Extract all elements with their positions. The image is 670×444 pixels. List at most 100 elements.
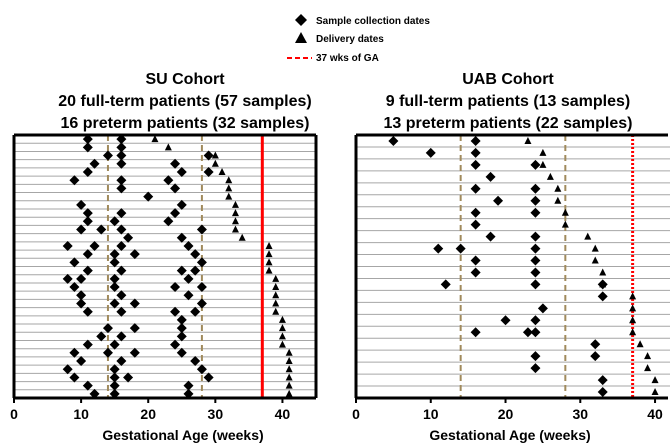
uab-sample-point <box>537 303 548 314</box>
uab-sample-point <box>425 147 436 158</box>
su-delivery-point <box>231 200 239 208</box>
uab-sample-point <box>388 135 399 146</box>
su-delivery-point <box>272 307 280 315</box>
uab-x-tick-label: 30 <box>572 406 588 422</box>
uab-sample-point <box>470 219 481 230</box>
su-delivery-point <box>238 233 246 241</box>
su-sample-point <box>170 282 181 293</box>
uab-delivery-point <box>651 376 659 384</box>
su-sample-point <box>176 314 187 325</box>
su-x-tick-label: 20 <box>140 406 156 422</box>
su-sample-point <box>109 380 120 391</box>
uab-sample-point <box>530 195 541 206</box>
su-sample-point <box>109 388 120 399</box>
su-sample-point <box>109 339 120 350</box>
uab-x-axis-label: Gestational Age (weeks) <box>429 427 590 443</box>
uab-sample-point <box>485 231 496 242</box>
su-sample-point <box>176 232 187 243</box>
su-sample-point <box>170 208 181 219</box>
uab-x-tick-label: 40 <box>647 406 663 422</box>
su-sample-point <box>183 290 194 301</box>
su-sample-point <box>89 158 100 169</box>
uab-delivery-point <box>651 388 659 396</box>
uab-delivery-point <box>554 196 562 204</box>
su-sample-point <box>69 347 80 358</box>
su-delivery-point <box>278 340 286 348</box>
su-cohort-chart: SU Cohort 20 full-term patients (57 samp… <box>10 71 318 443</box>
su-delivery-point <box>272 291 280 299</box>
uab-delivery-point <box>599 280 607 288</box>
su-sample-point <box>123 372 134 383</box>
su-sample-point <box>82 265 93 276</box>
su-delivery-point <box>151 135 159 143</box>
su-delivery-point <box>211 151 219 159</box>
su-sample-point <box>89 388 100 399</box>
su-x-tick-label: 10 <box>73 406 89 422</box>
su-sample-point <box>109 273 120 284</box>
uab-delivery-point <box>629 304 637 312</box>
su-delivery-point <box>285 381 293 389</box>
su-sample-point <box>76 356 87 367</box>
uab-sample-point <box>597 375 608 386</box>
uab-title-line-2: 9 full-term patients (13 samples) <box>386 93 631 110</box>
su-sample-point <box>109 298 120 309</box>
su-sample-point <box>116 290 127 301</box>
uab-title-line-3: 13 preterm patients (22 samples) <box>384 115 633 132</box>
uab-delivery-point <box>561 220 569 228</box>
su-sample-point <box>183 380 194 391</box>
su-sample-point <box>203 150 214 161</box>
uab-delivery-point <box>629 292 637 300</box>
su-delivery-point <box>231 217 239 225</box>
su-sample-point <box>82 216 93 227</box>
su-sample-point <box>96 331 107 342</box>
legend-delivery-marker <box>295 32 307 43</box>
uab-delivery-point <box>644 364 652 372</box>
uab-sample-point <box>522 327 533 338</box>
su-delivery-point <box>278 332 286 340</box>
su-x-tick-label: 0 <box>10 406 18 422</box>
su-delivery-point <box>285 389 293 397</box>
su-title-line-2: 20 full-term patients (57 samples) <box>58 93 311 110</box>
uab-delivery-point <box>584 232 592 240</box>
legend-sample-label: Sample collection dates <box>316 16 430 27</box>
uab-sample-point <box>530 351 541 362</box>
su-delivery-point <box>285 373 293 381</box>
uab-sample-point <box>530 279 541 290</box>
su-sample-point <box>176 331 187 342</box>
su-sample-point <box>109 282 120 293</box>
su-delivery-point <box>225 176 233 184</box>
su-sample-point <box>102 323 113 334</box>
uab-delivery-point <box>546 172 554 180</box>
su-sample-point <box>76 273 87 284</box>
uab-sample-point <box>455 243 466 254</box>
su-delivery-point <box>285 348 293 356</box>
su-sample-point <box>102 150 113 161</box>
legend: Sample collection dates Delivery dates 3… <box>287 14 430 64</box>
uab-delivery-point <box>554 184 562 192</box>
uab-sample-point <box>493 195 504 206</box>
uab-sample-point <box>530 255 541 266</box>
uab-x-tick-label: 10 <box>423 406 439 422</box>
su-delivery-point <box>265 266 273 274</box>
uab-sample-point <box>470 207 481 218</box>
uab-delivery-point <box>629 328 637 336</box>
su-sample-point <box>176 265 187 276</box>
su-sample-point <box>82 380 93 391</box>
su-title-line-1: SU Cohort <box>145 71 225 88</box>
su-sample-point <box>183 240 194 251</box>
su-title-line-3: 16 preterm patients (32 samples) <box>61 115 310 132</box>
su-delivery-point <box>265 258 273 266</box>
su-sample-point <box>129 347 140 358</box>
su-sample-point <box>76 224 87 235</box>
su-delivery-point <box>225 184 233 192</box>
su-sample-point <box>190 356 201 367</box>
uab-x-tick-label: 20 <box>498 406 514 422</box>
su-sample-point <box>116 142 127 153</box>
su-sample-point <box>82 306 93 317</box>
su-delivery-point <box>272 283 280 291</box>
su-sample-point <box>170 306 181 317</box>
su-delivery-point <box>164 143 172 151</box>
uab-delivery-point <box>524 136 532 144</box>
uab-sample-point <box>530 207 541 218</box>
